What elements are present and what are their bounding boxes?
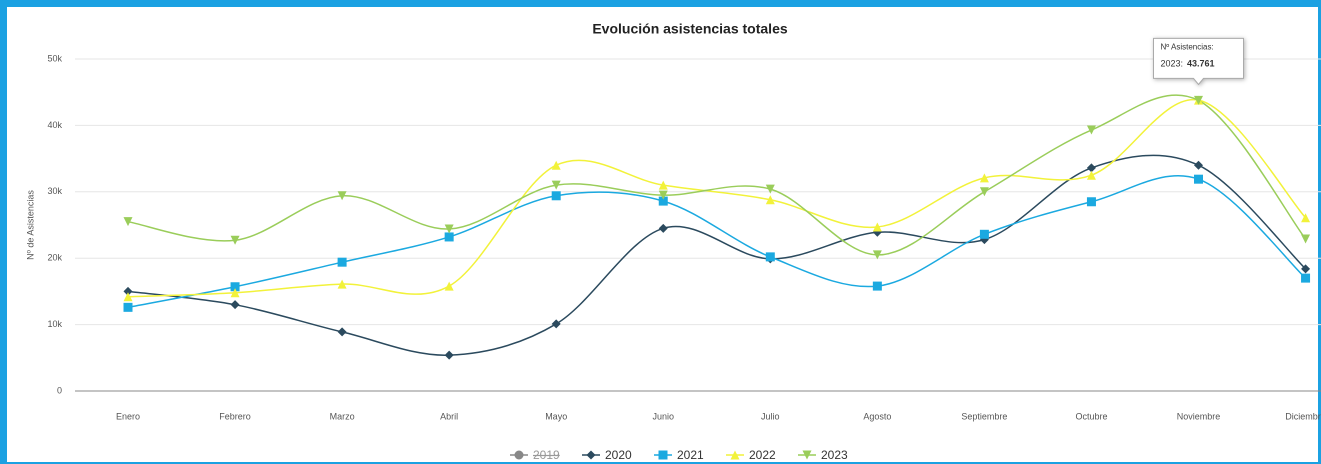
- marker: [551, 319, 561, 329]
- marker: [1086, 163, 1096, 173]
- chart-title: Evolución asistencias totales: [592, 21, 788, 37]
- marker: [337, 257, 347, 267]
- marker: [872, 222, 882, 232]
- tooltip: Nº Asistencias: 2023: 43.761: [1153, 37, 1244, 86]
- legend-marker: [514, 450, 524, 460]
- tooltip-box: [1153, 37, 1244, 86]
- marker: [658, 196, 668, 206]
- legend-text: 2021: [677, 448, 704, 462]
- marker: [765, 184, 775, 194]
- legend-text: 2019: [533, 448, 560, 462]
- marker: [658, 180, 668, 190]
- legend-item[interactable]: 2023: [798, 448, 848, 462]
- y-tick-label: 50k: [47, 53, 62, 63]
- marker: [551, 191, 561, 201]
- x-tick-label: Junio: [652, 411, 674, 421]
- marker: [230, 235, 240, 245]
- marker: [337, 327, 347, 337]
- x-tick-label: Enero: [116, 411, 140, 421]
- legend-item[interactable]: 2019: [510, 448, 560, 462]
- legend-text: 2023: [821, 448, 848, 462]
- marker: [979, 173, 989, 183]
- y-tick-label: 30k: [47, 186, 62, 196]
- marker: [551, 180, 561, 190]
- marker: [1086, 125, 1096, 135]
- marker: [1301, 213, 1311, 223]
- x-tick-label: Febrero: [219, 411, 251, 421]
- x-tick-label: Agosto: [863, 411, 891, 421]
- marker: [1194, 174, 1203, 184]
- marker: [444, 281, 454, 291]
- x-tick-label: Septiembre: [961, 411, 1007, 421]
- marker: [123, 286, 133, 296]
- legend-item[interactable]: 2022: [726, 448, 776, 462]
- legend-marker: [802, 450, 812, 460]
- legend-text: 2020: [605, 448, 632, 462]
- tooltip-value: 43.761: [1187, 59, 1215, 69]
- x-tick-label: Abril: [440, 411, 458, 421]
- marker: [230, 282, 240, 292]
- marker: [1301, 264, 1311, 274]
- x-tick-label: Julio: [761, 411, 780, 421]
- x-tick-label: Diciembre: [1285, 411, 1321, 421]
- marker: [1301, 273, 1311, 283]
- marker: [658, 223, 668, 233]
- legend-marker: [658, 450, 668, 460]
- marker: [765, 195, 775, 205]
- marker: [230, 300, 240, 310]
- marker: [979, 187, 989, 197]
- marker: [872, 250, 882, 260]
- series-line: [127, 94, 1307, 256]
- tooltip-series: 2023:: [1161, 59, 1184, 69]
- x-tick-label: Noviembre: [1177, 411, 1221, 421]
- y-tick-label: 40k: [47, 120, 62, 130]
- marker: [337, 279, 347, 289]
- marker: [123, 217, 133, 227]
- y-axis-label: Nº de Asistencias: [25, 190, 35, 260]
- marker: [123, 302, 133, 312]
- marker: [979, 229, 989, 239]
- series-line: [127, 175, 1307, 309]
- marker: [1086, 197, 1096, 207]
- x-tick-label: Marzo: [330, 411, 355, 421]
- marker: [444, 232, 454, 242]
- marker: [1086, 170, 1096, 180]
- legend-text: 2022: [749, 448, 776, 462]
- marker: [551, 160, 561, 170]
- y-tick-label: 0: [57, 385, 62, 395]
- x-tick-label: Mayo: [545, 411, 567, 421]
- marker: [1194, 160, 1203, 170]
- marker: [872, 281, 882, 291]
- marker: [123, 292, 133, 302]
- marker: [230, 288, 240, 298]
- marker: [658, 190, 668, 200]
- y-tick-label: 20k: [47, 253, 62, 263]
- marker: [1301, 234, 1311, 244]
- marker: [337, 191, 347, 201]
- legend-marker: [730, 450, 740, 460]
- marker: [765, 252, 775, 262]
- series-line: [127, 154, 1307, 356]
- marker: [1194, 95, 1203, 105]
- series-line: [127, 99, 1307, 298]
- x-tick-label: Octubre: [1075, 411, 1107, 421]
- legend-marker: [586, 450, 596, 460]
- marker: [444, 350, 454, 360]
- tooltip-line: 2023: 43.761: [1161, 59, 1215, 69]
- y-tick-label: 10k: [47, 319, 62, 329]
- marker: [444, 224, 454, 234]
- legend-item[interactable]: 2021: [654, 448, 704, 462]
- tooltip-header: Nº Asistencias:: [1161, 43, 1214, 52]
- legend-item[interactable]: 2020: [582, 448, 632, 462]
